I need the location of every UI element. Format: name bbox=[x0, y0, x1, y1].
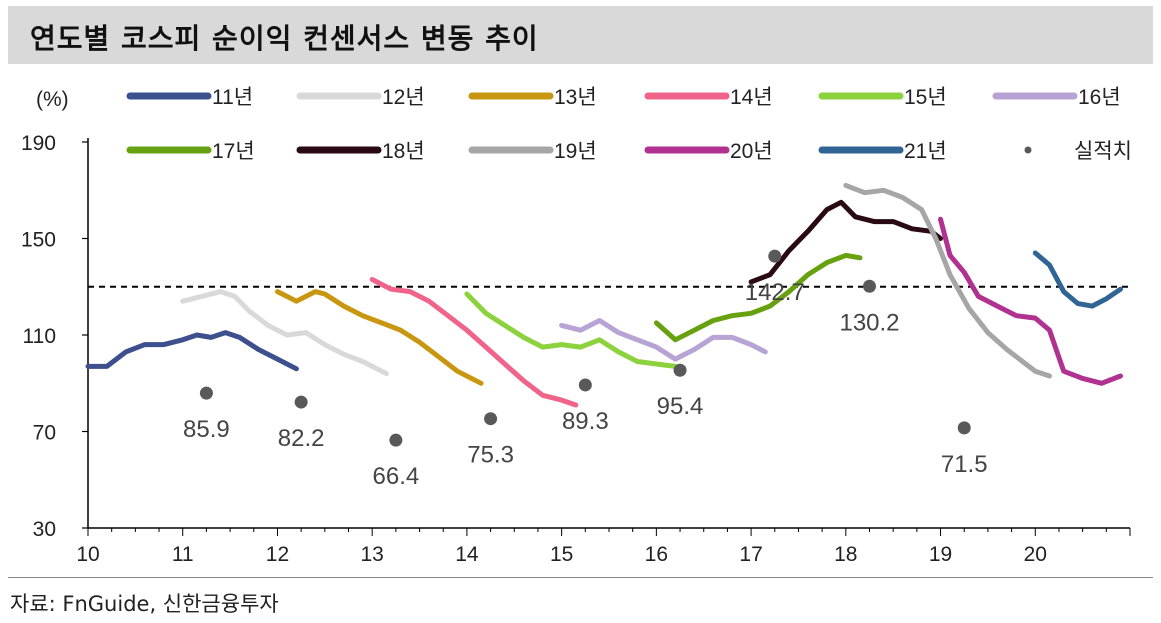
x-tick-label: 17 bbox=[739, 543, 762, 566]
legend-label: 11년 bbox=[212, 86, 253, 109]
x-tick-label: 14 bbox=[455, 543, 479, 566]
actual-point bbox=[768, 249, 782, 263]
legend-label: 16년 bbox=[1078, 86, 1121, 109]
x-tick-label: 12 bbox=[266, 543, 289, 566]
legend-label: 21년 bbox=[904, 140, 947, 163]
actual-point bbox=[863, 279, 876, 293]
y-axis-unit: (%) bbox=[36, 88, 69, 111]
y-tick-label: 190 bbox=[21, 132, 56, 155]
y-tick-label: 110 bbox=[23, 325, 56, 348]
y-tick-label: 30 bbox=[33, 518, 56, 541]
source-divider bbox=[8, 577, 1153, 578]
x-tick-label: 18 bbox=[834, 543, 857, 566]
x-tick-label: 11 bbox=[172, 543, 194, 566]
series-line-21 bbox=[1032, 250, 1123, 309]
legend-label: 20년 bbox=[730, 140, 773, 163]
actual-point bbox=[199, 386, 213, 400]
series-line-18 bbox=[748, 199, 943, 285]
legend-label: 19년 bbox=[554, 140, 597, 163]
actual-label: 71.5 bbox=[941, 451, 988, 478]
legend-label: 18년 bbox=[382, 140, 425, 163]
x-tick-label: 20 bbox=[1024, 543, 1047, 566]
actual-point bbox=[389, 433, 403, 447]
actual-point bbox=[957, 421, 971, 435]
series-line-14 bbox=[369, 277, 579, 408]
series-line-19 bbox=[843, 182, 1052, 379]
series-line-16 bbox=[559, 318, 768, 362]
actual-point bbox=[673, 363, 687, 377]
series-line-15 bbox=[464, 291, 678, 369]
series-line-11 bbox=[85, 330, 299, 372]
legend-swatch bbox=[1024, 146, 1032, 154]
actual-label: 66.4 bbox=[373, 463, 420, 490]
legend-label: 15년 bbox=[904, 86, 947, 109]
actual-point bbox=[294, 395, 308, 409]
legend-label: 14년 bbox=[730, 86, 773, 109]
actual-label: 85.9 bbox=[183, 416, 230, 443]
chart-title: 연도별 코스피 순이익 컨센서스 변동 추이 bbox=[30, 22, 539, 55]
actual-point bbox=[578, 378, 592, 392]
actual-label: 82.2 bbox=[278, 425, 325, 452]
x-tick-label: 16 bbox=[645, 543, 668, 566]
y-tick-label: 150 bbox=[21, 229, 56, 252]
y-tick-label: 70 bbox=[33, 422, 56, 445]
source-note: 자료: FnGuide, 신한금융투자 bbox=[10, 592, 279, 616]
legend-label: 12년 bbox=[382, 86, 425, 109]
series-line-12 bbox=[180, 289, 389, 377]
actual-label: 142.7 bbox=[745, 279, 805, 306]
actual-label: 89.3 bbox=[562, 408, 609, 435]
legend-label: 실적치 bbox=[1074, 140, 1132, 163]
x-tick-label: 13 bbox=[361, 543, 384, 566]
legend-label: 13년 bbox=[554, 86, 597, 109]
actual-label: 130.2 bbox=[839, 309, 899, 336]
actual-point bbox=[484, 412, 498, 426]
actual-label: 75.3 bbox=[467, 442, 514, 469]
series-line-13 bbox=[275, 289, 484, 386]
x-tick-label: 10 bbox=[76, 543, 99, 566]
legend-label: 17년 bbox=[212, 140, 255, 163]
actual-label: 95.4 bbox=[657, 393, 704, 420]
x-tick-label: 19 bbox=[929, 543, 952, 566]
series-line-20 bbox=[938, 216, 1123, 386]
x-tick-label: 15 bbox=[550, 543, 573, 566]
series-line-17 bbox=[653, 252, 863, 343]
title-bar: 연도별 코스피 순이익 컨센서스 변동 추이 bbox=[8, 6, 1153, 64]
